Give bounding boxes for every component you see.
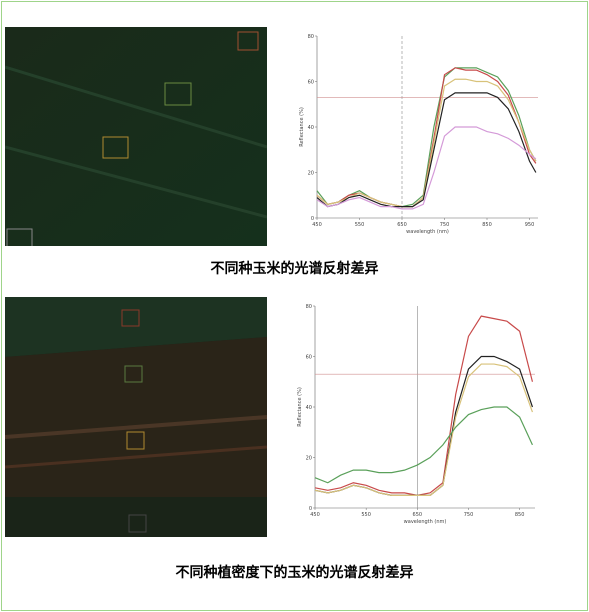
y-tick-label: 40 <box>308 125 314 131</box>
y-tick-label: 0 <box>311 216 314 222</box>
x-tick-label: 750 <box>464 512 474 518</box>
series-line <box>316 67 537 208</box>
caption: 不同种植密度下的玉米的光谱反射差异 <box>175 565 414 581</box>
chart: 0 20 40 60 80 450 550 650 750 850 wavelength (nm) R… <box>297 304 535 525</box>
x-tick-label: 750 <box>440 222 450 228</box>
series-line <box>316 78 537 208</box>
y-axis-label: Reflectance (%) <box>297 387 303 427</box>
x-tick-label: 550 <box>355 222 365 228</box>
y-tick-label: 40 <box>306 405 312 411</box>
series-line <box>316 92 537 208</box>
x-tick-label: 950 <box>525 222 535 228</box>
x-tick-label: 450 <box>312 222 322 228</box>
x-tick-label: 850 <box>482 222 492 228</box>
series-line <box>314 406 533 484</box>
y-tick-label: 60 <box>306 355 312 361</box>
y-axis-label: Reflectance (%) <box>299 107 305 147</box>
series-line <box>316 126 537 210</box>
y-tick-label: 60 <box>308 80 314 86</box>
y-tick-label: 20 <box>306 456 312 462</box>
x-tick-label: 850 <box>515 512 525 518</box>
series-line <box>314 315 534 496</box>
aerial-image <box>5 27 267 246</box>
y-tick-label: 80 <box>308 34 314 40</box>
y-tick-label: 80 <box>306 304 312 310</box>
aerial-image <box>5 297 267 537</box>
x-tick-label: 650 <box>413 512 423 518</box>
y-tick-label: 0 <box>309 506 312 512</box>
x-axis-label: wavelength (nm) <box>404 519 447 525</box>
x-tick-label: 550 <box>361 512 371 518</box>
chart: 0 20 40 60 80 450 550 650 750 850 950 wavelength (n… <box>299 34 538 235</box>
x-tick-label: 450 <box>310 512 320 518</box>
x-tick-label: 650 <box>397 222 407 228</box>
y-tick-label: 20 <box>308 171 314 177</box>
series-line <box>314 363 534 496</box>
caption: 不同种玉米的光谱反射差异 <box>210 261 379 277</box>
series-line <box>314 355 534 496</box>
x-axis-label: wavelength (nm) <box>406 229 449 235</box>
